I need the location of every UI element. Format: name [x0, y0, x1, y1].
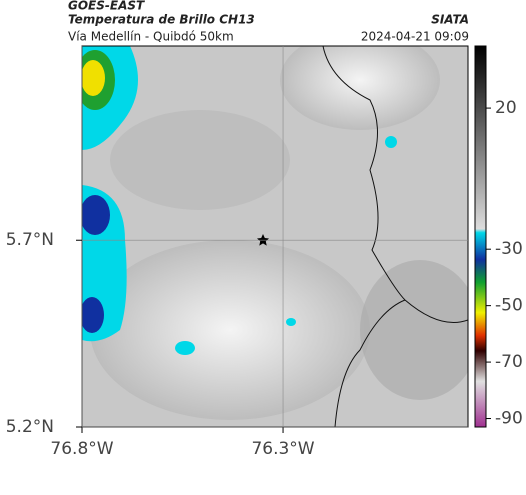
colorbar-tick-label: -90 [495, 409, 523, 429]
city-marker [256, 234, 269, 246]
product: GOES-EAST [68, 0, 145, 13]
y-tick-label: 5.2°N [6, 417, 54, 437]
subtitle: Vía Medellín - Quibdó 50km [68, 30, 234, 44]
colorbar-tick-label: -50 [495, 296, 523, 316]
timestamp: 2024-04-21 09:09 [361, 30, 469, 44]
source: SIATA [431, 13, 469, 27]
y-tick-label: 5.7°N [6, 230, 54, 250]
satellite-image [82, 46, 468, 427]
colorbar [474, 45, 487, 428]
colorbar-tick-label: 20 [495, 98, 517, 118]
x-tick-label: 76.8°W [50, 439, 113, 459]
colorbar-tick-label: -30 [495, 239, 523, 259]
colorbar-tick-label: -70 [495, 352, 523, 372]
x-tick-label: 76.3°W [251, 439, 314, 459]
title: Temperatura de Brillo CH13 [68, 13, 255, 27]
